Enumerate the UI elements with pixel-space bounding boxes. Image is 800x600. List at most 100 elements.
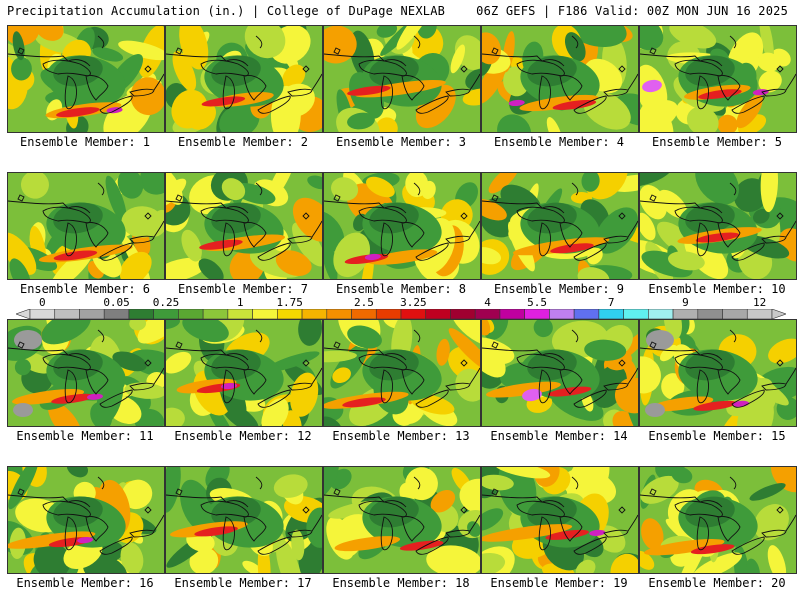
precipitation-field [482, 173, 638, 279]
precipitation-field [640, 173, 796, 279]
precipitation-field [324, 26, 480, 132]
ensemble-member-map [481, 172, 639, 280]
ensemble-member-map [481, 25, 639, 133]
ensemble-member-label: Ensemble Member: 19 [490, 576, 628, 590]
precipitation-field [640, 320, 796, 426]
ensemble-member-map [165, 466, 323, 574]
chart-title: Precipitation Accumulation (in.) | Colle… [7, 4, 446, 18]
ensemble-member-label: Ensemble Member: 10 [648, 282, 786, 296]
ensemble-member-map [7, 466, 165, 574]
colorbar-cell [301, 309, 328, 319]
precipitation-field [640, 26, 796, 132]
colorbar-cell [450, 309, 476, 319]
ensemble-member-map [7, 172, 165, 280]
ensemble-member-label: Ensemble Member: 11 [16, 429, 154, 443]
ensemble-member-label: Ensemble Member: 17 [174, 576, 312, 590]
colorbar-cell [524, 309, 550, 319]
ensemble-member-label: Ensemble Member: 12 [174, 429, 312, 443]
precipitation-colorbar [16, 309, 786, 319]
ensemble-member-map [481, 319, 639, 427]
colorbar-tick-label: 5.5 [527, 296, 547, 309]
ensemble-member-label: Ensemble Member: 9 [493, 282, 625, 296]
precipitation-field [324, 173, 480, 279]
ensemble-member-map [323, 25, 481, 133]
colorbar-cell [623, 309, 649, 319]
ensemble-member-label: Ensemble Member: 6 [19, 282, 151, 296]
colorbar-cell [648, 309, 674, 319]
precipitation-field [8, 320, 164, 426]
ensemble-member-label: Ensemble Member: 8 [335, 282, 467, 296]
ensemble-member-map [165, 319, 323, 427]
precipitation-field [324, 320, 480, 426]
precipitation-field [166, 320, 322, 426]
precipitation-field [8, 467, 164, 573]
forecast-valid-time: 06Z GEFS | F186 Valid: 00Z MON JUN 16 20… [476, 4, 788, 18]
ensemble-member-label: Ensemble Member: 5 [651, 135, 783, 149]
ensemble-member-map [639, 319, 797, 427]
ensemble-member-label: Ensemble Member: 7 [177, 282, 309, 296]
colorbar-tick-label: 9 [682, 296, 689, 309]
colorbar-cell [573, 309, 600, 319]
colorbar-cell [722, 309, 748, 319]
ensemble-member-map [323, 319, 481, 427]
colorbar-tick-label: 0.25 [152, 296, 180, 309]
precipitation-field [8, 173, 164, 279]
colorbar-tick-label: 0 [39, 296, 46, 309]
colorbar-cell [697, 309, 723, 319]
ensemble-member-label: Ensemble Member: 15 [648, 429, 786, 443]
precipitation-field [482, 467, 638, 573]
precipitation-field [482, 320, 638, 426]
ensemble-member-label: Ensemble Member: 3 [335, 135, 467, 149]
colorbar-cell [375, 309, 402, 319]
colorbar-cell [400, 309, 427, 319]
colorbar-cell [153, 309, 179, 319]
ensemble-member-map [639, 466, 797, 574]
ensemble-member-label: Ensemble Member: 20 [648, 576, 786, 590]
ensemble-member-map [7, 25, 165, 133]
precipitation-field [166, 467, 322, 573]
colorbar-cell [474, 309, 501, 319]
colorbar-cell [227, 309, 253, 319]
colorbar-cell [746, 309, 773, 319]
precipitation-field [482, 26, 638, 132]
colorbar-min-arrow [16, 309, 31, 319]
colorbar-cell [326, 309, 352, 319]
ensemble-member-label: Ensemble Member: 16 [16, 576, 154, 590]
ensemble-member-map [639, 25, 797, 133]
ensemble-member-map [7, 319, 165, 427]
colorbar-tick-label: 4 [484, 296, 491, 309]
precipitation-field [166, 26, 322, 132]
colorbar-cell [277, 309, 303, 319]
ensemble-member-label: Ensemble Member: 14 [490, 429, 628, 443]
colorbar-cell [79, 309, 105, 319]
ensemble-member-map [323, 172, 481, 280]
ensemble-member-map [165, 172, 323, 280]
colorbar-cell [202, 309, 229, 319]
colorbar-cell [54, 309, 80, 319]
colorbar-cell [252, 309, 278, 319]
ensemble-member-map [323, 466, 481, 574]
ensemble-member-map [481, 466, 639, 574]
colorbar-tick-label: 2.5 [353, 296, 374, 309]
precipitation-field [166, 173, 322, 279]
ensemble-member-label: Ensemble Member: 1 [19, 135, 151, 149]
precipitation-field [324, 467, 480, 573]
colorbar-tick-label: 1.75 [276, 296, 303, 309]
colorbar-cell [351, 309, 377, 319]
colorbar-cell [425, 309, 451, 319]
colorbar-cell [499, 309, 525, 319]
colorbar-cell [128, 309, 154, 319]
ensemble-member-map [639, 172, 797, 280]
colorbar-cell [29, 309, 56, 319]
colorbar-cell [598, 309, 624, 319]
colorbar-tick-label: 3.25 [400, 296, 427, 309]
colorbar-tick-label: 7 [607, 296, 615, 309]
precipitation-field [8, 26, 164, 132]
colorbar-tick-label: 1 [236, 296, 244, 309]
colorbar-cell [549, 309, 575, 319]
colorbar-cell [672, 309, 699, 319]
ensemble-member-map [165, 25, 323, 133]
ensemble-member-label: Ensemble Member: 18 [332, 576, 470, 590]
colorbar-max-arrow [771, 309, 786, 319]
ensemble-member-label: Ensemble Member: 4 [493, 135, 625, 149]
